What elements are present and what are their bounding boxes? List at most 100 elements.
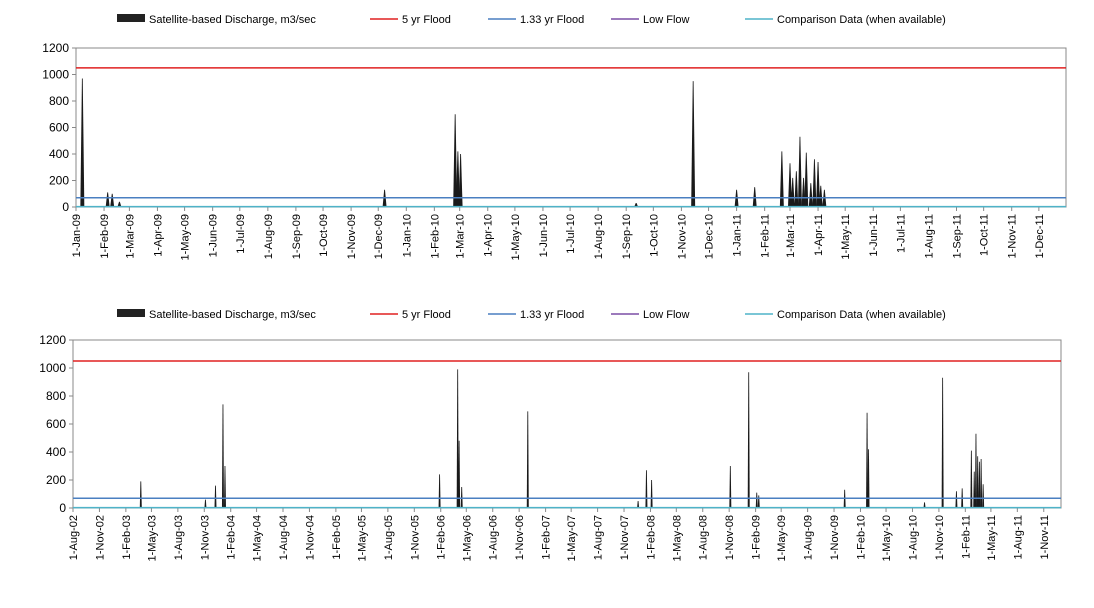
y-tick-label: 200 bbox=[46, 473, 66, 487]
x-tick-label: 1-Jun-10 bbox=[538, 214, 550, 257]
legend-label: Satellite-based Discharge, m3/sec bbox=[149, 309, 316, 321]
discharge-peak bbox=[978, 461, 981, 508]
discharge-peak bbox=[812, 159, 817, 207]
discharge-peak bbox=[637, 501, 640, 508]
x-tick-label: 1-May-11 bbox=[986, 515, 998, 561]
y-tick-label: 600 bbox=[46, 417, 66, 431]
discharge-peak bbox=[755, 492, 758, 508]
y-tick-label: 1000 bbox=[39, 361, 66, 375]
y-tick-label: 0 bbox=[59, 501, 66, 515]
x-tick-label: 1-Jun-11 bbox=[868, 214, 880, 257]
x-tick-label: 1-Sep-09 bbox=[291, 214, 303, 259]
legend: Satellite-based Discharge, m3/sec 5 yr Fl… bbox=[117, 14, 946, 26]
discharge-series bbox=[139, 369, 985, 508]
y-tick-label: 0 bbox=[62, 200, 69, 214]
x-tick-label: 1-Aug-09 bbox=[263, 214, 275, 259]
legend-label: Satellite-based Discharge, m3/sec bbox=[149, 14, 316, 26]
discharge-peak bbox=[980, 459, 983, 508]
x-tick-label: 1-Nov-11 bbox=[1039, 515, 1051, 559]
discharge-peak bbox=[818, 185, 823, 207]
legend-label: 1.33 yr Flood bbox=[520, 309, 584, 321]
x-tick-label: 1-Aug-10 bbox=[593, 214, 605, 259]
chart-bottom-svg: Satellite-based Discharge, m3/sec 5 yr Fl… bbox=[39, 309, 1062, 561]
discharge-peak bbox=[139, 481, 142, 508]
x-tick-label: 1-Mar-10 bbox=[455, 214, 467, 259]
discharge-peak bbox=[867, 449, 870, 508]
x-tick-label: 1-May-11 bbox=[840, 214, 852, 260]
x-tick-label: 1-May-09 bbox=[180, 214, 192, 260]
discharge-peak bbox=[453, 114, 458, 207]
x-tick-label: 1-Jan-10 bbox=[401, 214, 413, 257]
x-tick-label: 1-Feb-10 bbox=[855, 515, 867, 560]
discharge-peak bbox=[804, 152, 809, 207]
x-tick-label: 1-Nov-10 bbox=[934, 515, 946, 560]
x-tick-label: 1-Oct-10 bbox=[648, 214, 660, 257]
y-tick-label: 800 bbox=[49, 94, 69, 108]
x-tick-label: 1-Aug-05 bbox=[383, 515, 395, 560]
chart-top: Satellite-based Discharge, m3/sec 5 yr Fl… bbox=[0, 0, 1094, 300]
x-tick-label: 1-Aug-11 bbox=[1012, 515, 1024, 559]
legend-item: Comparison Data (when available) bbox=[745, 14, 946, 26]
discharge-peak bbox=[974, 433, 977, 508]
legend-item: 1.33 yr Flood bbox=[488, 309, 584, 321]
discharge-peak bbox=[797, 136, 802, 207]
x-tick-label: 1-Feb-03 bbox=[121, 515, 133, 560]
x-tick-label: 1-Nov-05 bbox=[409, 515, 421, 560]
x-tick-label: 1-Sep-11 bbox=[952, 214, 964, 258]
legend-label: Comparison Data (when available) bbox=[777, 14, 946, 26]
x-tick-label: 1-Nov-09 bbox=[829, 515, 841, 560]
x-tick-label: 1-Nov-11 bbox=[1007, 214, 1019, 258]
legend-item: Low Flow bbox=[611, 309, 690, 321]
x-tick-label: 1-Aug-10 bbox=[907, 515, 919, 560]
x-tick-label: 1-Dec-09 bbox=[373, 214, 385, 259]
discharge-peak bbox=[788, 163, 792, 207]
discharge-peak bbox=[221, 404, 224, 508]
x-tick-label: 1-Aug-08 bbox=[698, 515, 710, 560]
legend-swatch bbox=[117, 14, 145, 22]
discharge-peak bbox=[729, 466, 732, 508]
y-tick-label: 400 bbox=[46, 445, 66, 459]
x-tick-label: 1-Aug-11 bbox=[923, 214, 935, 258]
x-tick-label: 1-Jun-09 bbox=[208, 214, 220, 257]
x-tick-label: 1-Oct-11 bbox=[979, 214, 991, 256]
legend-label: Low Flow bbox=[643, 309, 690, 321]
x-tick-label: 1-Jan-09 bbox=[71, 214, 83, 257]
discharge-peak bbox=[976, 456, 979, 508]
discharge-peak bbox=[866, 412, 869, 508]
x-tick-label: 1-Mar-11 bbox=[785, 214, 797, 258]
x-tick-label: 1-Aug-06 bbox=[488, 515, 500, 560]
discharge-peak bbox=[223, 466, 226, 508]
x-tick-label: 1-Feb-07 bbox=[541, 515, 553, 560]
discharge-peak bbox=[80, 78, 85, 207]
discharge-peak bbox=[808, 183, 813, 207]
y-tick-label: 1200 bbox=[42, 41, 69, 55]
discharge-peak bbox=[455, 151, 460, 207]
x-tick-label: 1-Oct-09 bbox=[318, 214, 330, 257]
x-tick-label: 1-Nov-10 bbox=[676, 214, 688, 259]
x-tick-label: 1-Feb-11 bbox=[960, 515, 972, 559]
discharge-peak bbox=[816, 161, 821, 207]
discharge-peak bbox=[438, 474, 441, 508]
y-tick-label: 200 bbox=[49, 174, 69, 188]
discharge-peak bbox=[117, 201, 122, 207]
legend-item: Satellite-based Discharge, m3/sec bbox=[117, 14, 316, 26]
y-tick-label: 600 bbox=[49, 121, 69, 135]
x-tick-label: 1-Aug-02 bbox=[68, 515, 80, 560]
legend: Satellite-based Discharge, m3/sec 5 yr Fl… bbox=[117, 309, 946, 321]
x-tick-label: 1-Feb-04 bbox=[226, 515, 238, 560]
legend-item: Satellite-based Discharge, m3/sec bbox=[117, 309, 316, 321]
x-tick-label: 1-Jan-11 bbox=[732, 214, 744, 257]
y-tick-label: 800 bbox=[46, 389, 66, 403]
discharge-peak bbox=[458, 440, 461, 508]
legend-swatch bbox=[117, 309, 145, 317]
x-tick-label: 1-Nov-03 bbox=[199, 515, 211, 560]
discharge-peak bbox=[973, 471, 976, 508]
legend-item: Comparison Data (when available) bbox=[745, 309, 946, 321]
x-tick-label: 1-May-10 bbox=[510, 214, 522, 260]
x-tick-label: 1-Aug-03 bbox=[173, 515, 185, 560]
legend-item: 1.33 yr Flood bbox=[488, 14, 584, 26]
discharge-peak bbox=[458, 154, 463, 207]
x-tick-label: 1-Dec-10 bbox=[704, 214, 716, 259]
discharge-peak bbox=[757, 495, 760, 508]
x-tick-label: 1-Feb-11 bbox=[760, 214, 772, 258]
